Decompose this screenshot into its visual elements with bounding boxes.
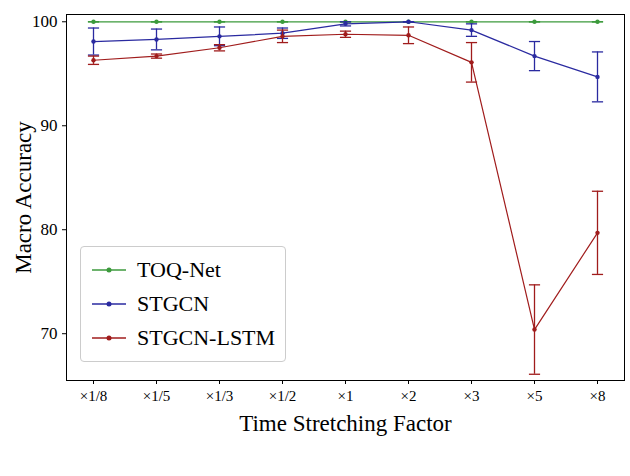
svg-text:×8: ×8 <box>590 388 606 404</box>
svg-text:×3: ×3 <box>464 388 480 404</box>
svg-text:100: 100 <box>32 12 58 31</box>
html-text:STGCN-LSTM: STGCN-LSTM <box>137 325 276 350</box>
svg-text:×1/5: ×1/5 <box>143 388 171 404</box>
svg-text:×1: ×1 <box>338 388 354 404</box>
svg-text:×2: ×2 <box>401 388 417 404</box>
svg-text:×1/2: ×1/2 <box>269 388 297 404</box>
svg-text:×1/3: ×1/3 <box>206 388 234 404</box>
svg-text:Time Stretching Factor: Time Stretching Factor <box>239 411 452 436</box>
svg-text:Macro Accuracy: Macro Accuracy <box>11 121 36 274</box>
svg-text:90: 90 <box>41 116 58 135</box>
svg-text:×1/8: ×1/8 <box>80 388 108 404</box>
html-text:TOQ-Net: TOQ-Net <box>137 257 221 282</box>
svg-text:×5: ×5 <box>527 388 543 404</box>
svg-text:80: 80 <box>41 220 58 239</box>
html-text:STGCN: STGCN <box>137 291 210 316</box>
svg-text:70: 70 <box>41 324 58 343</box>
